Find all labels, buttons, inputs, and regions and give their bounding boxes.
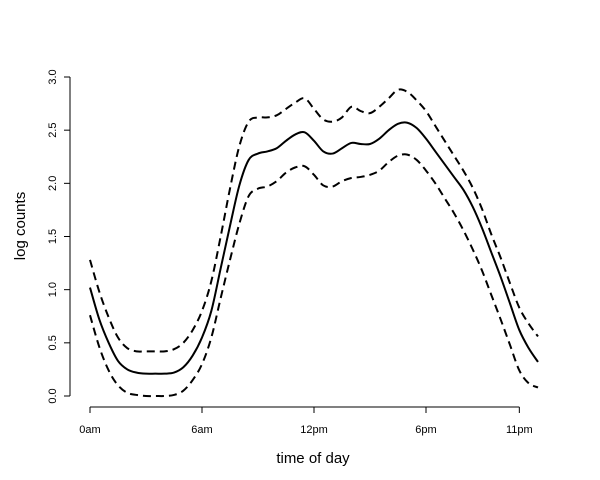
x-tick-label: 11pm [506, 424, 533, 436]
x-tick-label: 6pm [415, 424, 436, 436]
x-axis-title: time of day [276, 450, 350, 467]
y-tick-label: 3.0 [47, 69, 59, 84]
axes: 0.0 0.5 1.0 1.5 2.0 2.5 3.0 0am 6am 12pm 6pm 11pm [47, 69, 533, 436]
y-tick-label: 0.5 [47, 335, 59, 350]
y-tick-label: 0.0 [47, 388, 59, 403]
x-tick-label: 12pm [300, 424, 328, 436]
x-tick-label: 6am [191, 424, 212, 436]
y-axis-title: log counts [12, 192, 29, 260]
series-layer [89, 88, 539, 398]
y-tick-label: 1.0 [47, 282, 59, 297]
series-line-upper [89, 88, 539, 353]
series-line-lower [89, 153, 539, 398]
y-tick-label: 2.5 [47, 123, 59, 138]
y-tick-label: 1.5 [47, 229, 59, 244]
x-tick-label: 0am [79, 424, 100, 436]
series-line-fit [89, 121, 539, 375]
y-tick-label: 2.0 [47, 176, 59, 191]
